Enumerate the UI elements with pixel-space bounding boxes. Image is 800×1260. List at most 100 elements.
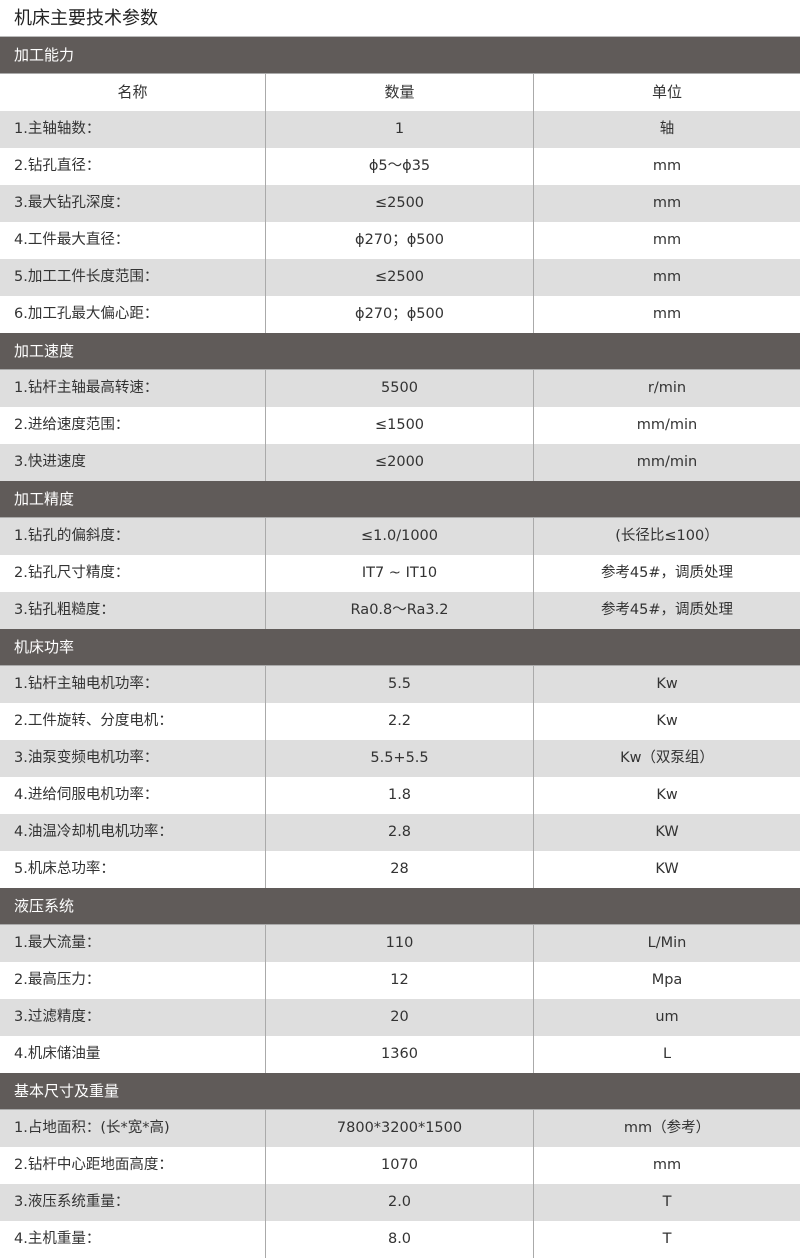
param-unit: L/Min	[647, 935, 687, 951]
table-row: 3.最大钻孔深度： ≤2500 mm	[0, 185, 800, 222]
param-unit: Kw	[656, 787, 678, 803]
param-unit: um	[655, 1009, 679, 1025]
param-name: 3.液压系统重量：	[0, 1184, 266, 1221]
param-unit: mm（参考）	[623, 1120, 711, 1136]
param-value: 1.8	[266, 777, 534, 814]
param-unit: mm	[652, 195, 682, 211]
table-row: 1.钻杆主轴最高转速： 5500 r/min	[0, 370, 800, 407]
param-name: 6.加工孔最大偏心距：	[0, 296, 266, 333]
param-name: 1.最大流量：	[0, 925, 266, 962]
param-name: 3.钻孔粗糙度：	[0, 592, 266, 629]
param-name: 5.加工工件长度范围：	[0, 259, 266, 296]
param-value: 28	[266, 851, 534, 888]
param-unit: L	[662, 1046, 672, 1062]
param-value: 1070	[266, 1147, 534, 1184]
param-unit: T	[662, 1194, 672, 1210]
param-value: IT7 ~ IT10	[266, 555, 534, 592]
page-title: 机床主要技术参数	[0, 0, 800, 37]
table-row: 2.工件旋转、分度电机： 2.2 Kw	[0, 703, 800, 740]
param-value: ϕ270；ϕ500	[266, 222, 534, 259]
param-name: 1.钻孔的偏斜度：	[0, 518, 266, 555]
table-row: 4.油温冷却机电机功率： 2.8 KW	[0, 814, 800, 851]
param-name: 4.机床储油量	[0, 1036, 266, 1073]
section-header: 基本尺寸及重量	[0, 1073, 800, 1110]
param-unit: Kw	[656, 676, 678, 692]
param-value: 2.0	[266, 1184, 534, 1221]
param-unit: mm/min	[636, 454, 698, 470]
table-row: 4.工件最大直径： ϕ270；ϕ500 mm	[0, 222, 800, 259]
param-name: 2.钻孔直径：	[0, 148, 266, 185]
param-name: 1.钻杆主轴最高转速：	[0, 370, 266, 407]
param-value: 1360	[266, 1036, 534, 1073]
param-unit: mm	[652, 269, 682, 285]
table-row: 4.主机重量： 8.0 T	[0, 1221, 800, 1258]
param-name: 4.油温冷却机电机功率：	[0, 814, 266, 851]
table-row: 2.钻杆中心距地面高度： 1070 mm	[0, 1147, 800, 1184]
param-value: 2.2	[266, 703, 534, 740]
param-name: 2.进给速度范围：	[0, 407, 266, 444]
param-name: 2.钻孔尺寸精度：	[0, 555, 266, 592]
param-value: 8.0	[266, 1221, 534, 1258]
param-value: 12	[266, 962, 534, 999]
table-row: 2.最高压力： 12 Mpa	[0, 962, 800, 999]
table-row: 3.钻孔粗糙度： Ra0.8～Ra3.2 参考45#，调质处理	[0, 592, 800, 629]
param-unit: 轴	[659, 121, 675, 137]
table-row: 1.占地面积：(长*宽*高) 7800*3200*1500 mm（参考）	[0, 1110, 800, 1147]
param-value: 5.5+5.5	[266, 740, 534, 777]
column-header: 单位	[651, 83, 682, 101]
param-value: ≤2500	[266, 185, 534, 222]
param-name: 3.快进速度	[0, 444, 266, 481]
param-name: 5.机床总功率：	[0, 851, 266, 888]
spec-table: 加工能力 名称 数量 单位 1.主轴轴数： 1 轴 2.钻孔直径： ϕ5～ϕ35 mm 3.最大钻孔…	[0, 37, 800, 1258]
table-row: 4.机床储油量 1360 L	[0, 1036, 800, 1073]
section-header: 加工速度	[0, 333, 800, 370]
table-row: 3.过滤精度： 20 um	[0, 999, 800, 1036]
param-value: 1	[266, 111, 534, 148]
section-header: 加工精度	[0, 481, 800, 518]
param-unit: 参考45#，调质处理	[600, 602, 734, 618]
param-value: ≤2000	[266, 444, 534, 481]
param-name: 4.进给伺服电机功率：	[0, 777, 266, 814]
param-value: 7800*3200*1500	[266, 1110, 534, 1147]
table-row: 3.快进速度 ≤2000 mm/min	[0, 444, 800, 481]
param-unit: mm	[652, 158, 682, 174]
table-row: 2.钻孔尺寸精度： IT7 ~ IT10 参考45#，调质处理	[0, 555, 800, 592]
param-unit: 参考45#，调质处理	[600, 565, 734, 581]
section-header: 液压系统	[0, 888, 800, 925]
param-name: 2.钻杆中心距地面高度：	[0, 1147, 266, 1184]
param-name: 3.过滤精度：	[0, 999, 266, 1036]
column-header: 数量	[266, 74, 534, 111]
section-header: 加工能力	[0, 37, 800, 74]
table-row: 6.加工孔最大偏心距： ϕ270；ϕ500 mm	[0, 296, 800, 333]
param-name: 4.主机重量：	[0, 1221, 266, 1258]
column-header: 名称	[0, 74, 266, 111]
param-unit: (长径比≤100）	[615, 528, 719, 544]
param-value: ϕ5～ϕ35	[266, 148, 534, 185]
table-row: 1.最大流量： 110 L/Min	[0, 925, 800, 962]
param-value: ≤1.0/1000	[266, 518, 534, 555]
param-value: ≤1500	[266, 407, 534, 444]
param-unit: mm	[652, 306, 682, 322]
table-row: 2.进给速度范围： ≤1500 mm/min	[0, 407, 800, 444]
param-name: 1.主轴轴数：	[0, 111, 266, 148]
table-row: 2.钻孔直径： ϕ5～ϕ35 mm	[0, 148, 800, 185]
table-row: 1.钻杆主轴电机功率： 5.5 Kw	[0, 666, 800, 703]
param-value: ≤2500	[266, 259, 534, 296]
param-unit: mm/min	[636, 417, 698, 433]
table-row: 5.加工工件长度范围： ≤2500 mm	[0, 259, 800, 296]
param-name: 1.钻杆主轴电机功率：	[0, 666, 266, 703]
param-name: 2.工件旋转、分度电机：	[0, 703, 266, 740]
param-unit: KW	[655, 824, 679, 840]
table-row: 1.钻孔的偏斜度： ≤1.0/1000 (长径比≤100）	[0, 518, 800, 555]
table-row: 1.主轴轴数： 1 轴	[0, 111, 800, 148]
table-row: 5.机床总功率： 28 KW	[0, 851, 800, 888]
param-value: ϕ270；ϕ500	[266, 296, 534, 333]
param-value: 5.5	[266, 666, 534, 703]
table-row: 3.油泵变频电机功率： 5.5+5.5 Kw（双泵组）	[0, 740, 800, 777]
param-name: 2.最高压力：	[0, 962, 266, 999]
param-value: 20	[266, 999, 534, 1036]
column-header-row: 名称 数量 单位	[0, 74, 800, 111]
param-unit: KW	[655, 861, 679, 877]
param-unit: Mpa	[651, 972, 683, 988]
table-row: 4.进给伺服电机功率： 1.8 Kw	[0, 777, 800, 814]
